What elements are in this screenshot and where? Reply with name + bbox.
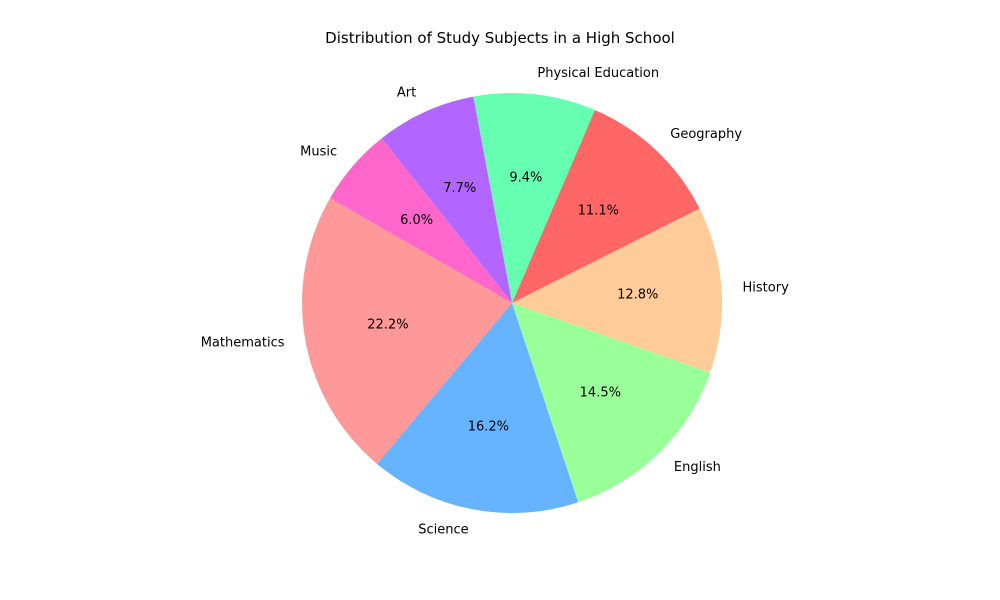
- pie-slice-english: [512, 303, 711, 503]
- pie-slice-geography: [512, 110, 700, 304]
- slice-pct-mathematics: 22.2%: [367, 317, 408, 332]
- pie-slice-science: [377, 303, 579, 513]
- slice-pct-history: 12.8%: [617, 287, 658, 302]
- slice-label-geography: Geography: [670, 127, 742, 142]
- slice-label-mathematics: Mathematics: [201, 336, 285, 351]
- slice-label-physical-education: Physical Education: [537, 66, 659, 81]
- pie-slice-mathematics: [302, 198, 512, 464]
- slice-pct-physical-education: 9.4%: [509, 170, 542, 185]
- slice-label-history: History: [743, 281, 790, 296]
- slice-label-english: English: [674, 460, 721, 475]
- pie-slice-music: [330, 138, 512, 303]
- slice-pct-geography: 11.1%: [578, 204, 619, 219]
- slice-label-art: Art: [397, 85, 416, 100]
- slice-label-music: Music: [300, 145, 337, 160]
- slice-pct-english: 14.5%: [580, 385, 621, 400]
- slice-label-science: Science: [418, 522, 468, 537]
- chart-title: Distribution of Study Subjects in a High…: [325, 29, 675, 47]
- slice-pct-science: 16.2%: [468, 419, 509, 434]
- pie-slice-history: [512, 208, 723, 373]
- pie-slice-art: [381, 96, 512, 304]
- pie-slice-physical-education: [473, 93, 595, 303]
- slice-pct-art: 7.7%: [443, 181, 476, 196]
- slice-pct-music: 6.0%: [400, 213, 433, 228]
